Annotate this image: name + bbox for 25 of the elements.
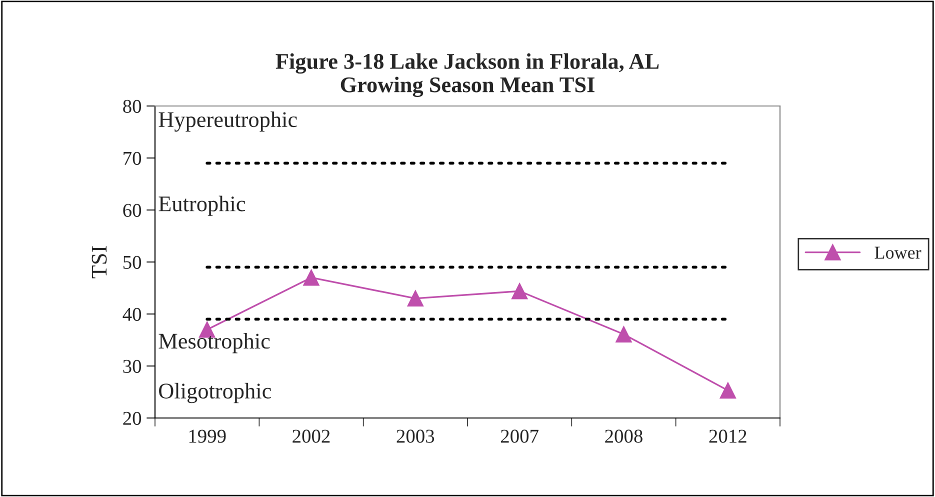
point [616,326,632,342]
y-tick-label: 40 [122,308,142,321]
chart-title: Figure 3-18 Lake Jackson in Florala, AL Growing Season Mean TSI [276,53,659,98]
y-tick-label: 60 [123,204,142,217]
y-tick-label: 20 [123,412,142,425]
point [407,290,424,307]
legend-label: Lower [874,246,922,259]
x-tick-label: 1999 [189,430,226,443]
annotation: Eutrophic [158,196,246,216]
y-tick-label: 50 [123,256,142,269]
point [720,382,736,399]
x-tick-label: 2002 [292,430,330,443]
annotation: Mesotrophic [158,333,270,354]
x-tick-label: 2012 [709,430,746,443]
annotation: Oligotrophic [159,382,272,404]
y-tick-label: 80 [123,100,142,113]
x-tick-label: 2008 [605,430,642,443]
annotation: Hypereutrophic [158,111,297,132]
x-tick-label: 2003 [396,430,434,443]
x-tick-label: 2007 [500,430,538,443]
point [303,269,320,286]
y-tick-label: 30 [123,360,142,373]
point [511,282,528,300]
y-axis-title: TSI [92,246,107,278]
y-tick-label: 70 [124,152,142,165]
